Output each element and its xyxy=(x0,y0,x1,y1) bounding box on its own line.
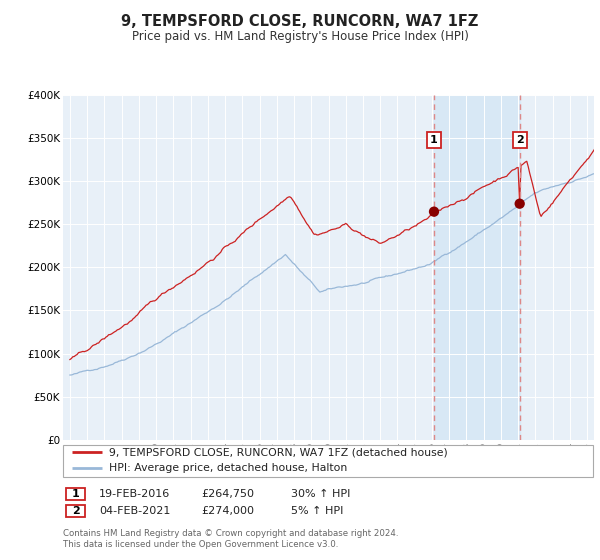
Text: 9, TEMPSFORD CLOSE, RUNCORN, WA7 1FZ (detached house): 9, TEMPSFORD CLOSE, RUNCORN, WA7 1FZ (de… xyxy=(109,447,448,457)
Text: 9, TEMPSFORD CLOSE, RUNCORN, WA7 1FZ: 9, TEMPSFORD CLOSE, RUNCORN, WA7 1FZ xyxy=(121,14,479,29)
Text: 30% ↑ HPI: 30% ↑ HPI xyxy=(291,489,350,499)
Point xyxy=(429,207,439,216)
Point xyxy=(515,199,524,208)
Text: £264,750: £264,750 xyxy=(201,489,254,499)
Text: 5% ↑ HPI: 5% ↑ HPI xyxy=(291,506,343,516)
Text: 1: 1 xyxy=(72,489,79,499)
Text: 2: 2 xyxy=(72,506,79,516)
Text: £274,000: £274,000 xyxy=(201,506,254,516)
Bar xyxy=(434,95,520,440)
Text: 2: 2 xyxy=(516,135,524,145)
Text: Contains HM Land Registry data © Crown copyright and database right 2024.
This d: Contains HM Land Registry data © Crown c… xyxy=(63,529,398,549)
Text: 1: 1 xyxy=(430,135,438,145)
Text: 04-FEB-2021: 04-FEB-2021 xyxy=(99,506,170,516)
Text: Price paid vs. HM Land Registry's House Price Index (HPI): Price paid vs. HM Land Registry's House … xyxy=(131,30,469,43)
Text: 19-FEB-2016: 19-FEB-2016 xyxy=(99,489,170,499)
Text: HPI: Average price, detached house, Halton: HPI: Average price, detached house, Halt… xyxy=(109,463,347,473)
